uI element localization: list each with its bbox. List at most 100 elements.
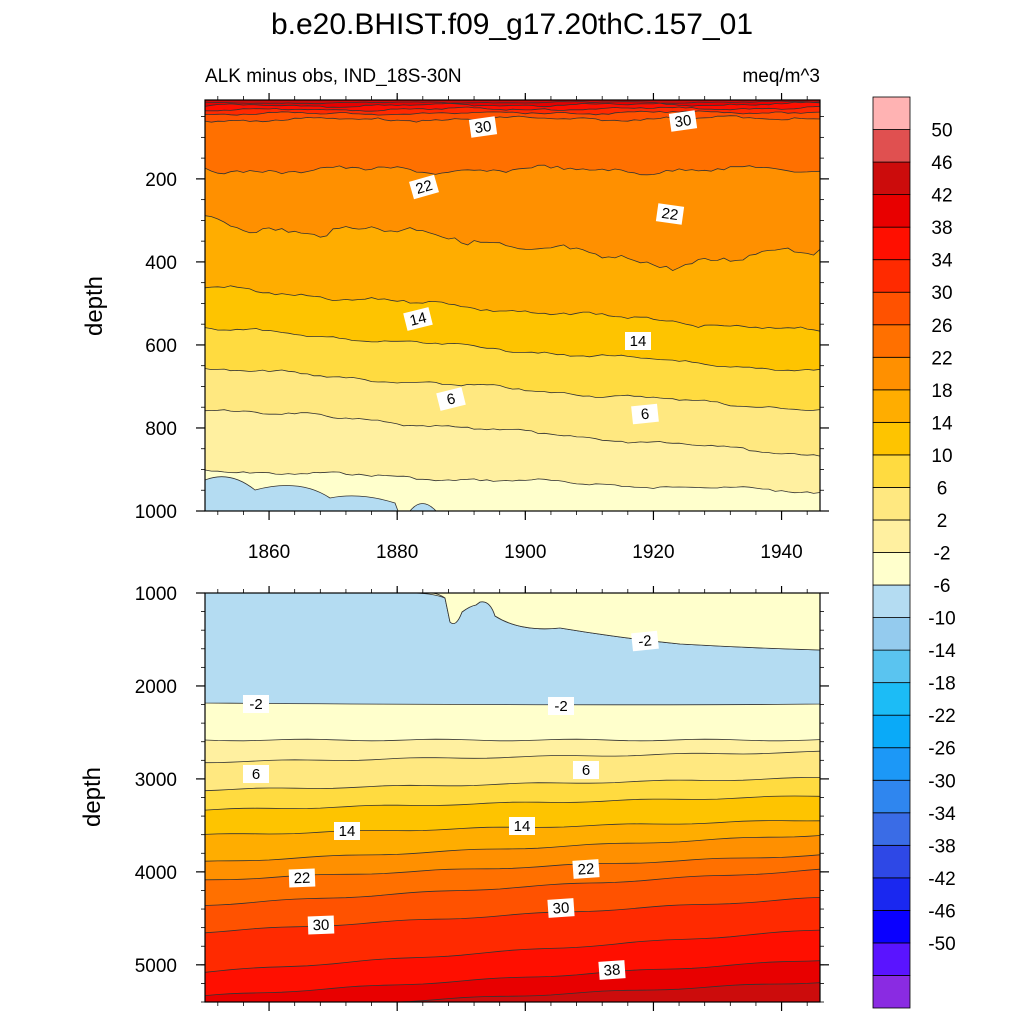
colorbar-swatch [872,844,911,879]
svg-text:30: 30 [312,917,329,935]
colorbar-swatch [872,226,911,261]
svg-text:22: 22 [414,177,435,198]
x-tick-label: 1920 [632,542,674,563]
contour-label: 14 [334,822,360,840]
contour-label: 30 [468,116,498,138]
contour-label: 22 [288,868,316,888]
colorbar-label: -18 [928,674,955,695]
colorbar-swatch [872,194,911,228]
contour-label: -2 [548,697,574,715]
colorbar-swatch [872,812,911,846]
contour-line [205,777,820,792]
colorbar-swatch [872,617,911,651]
colorbar-swatch [872,649,911,684]
colorbar-label: -6 [934,576,951,597]
svg-text:14: 14 [630,333,647,350]
contour-line [205,750,820,764]
colorbar-swatch [872,259,911,293]
contour-band [429,593,820,651]
svg-text:30: 30 [552,899,570,917]
svg-text:6: 6 [252,766,260,783]
svg-text:6: 6 [445,390,457,409]
contour-band [205,476,399,511]
colorbar-label: -38 [928,836,955,857]
panel1-frame [204,99,821,512]
y-tick-label: 200 [145,170,177,191]
contour-line [205,215,820,272]
colorbar-label: 2 [937,511,948,532]
svg-text:14: 14 [514,818,531,835]
contour-line [205,469,820,494]
contour-label: 6 [436,387,466,411]
contour-line [205,105,820,112]
colorbar-label: -30 [928,771,955,792]
contour-line [205,285,820,332]
panel1-ylabel: depth [81,276,108,336]
contour-label: 14 [625,332,651,350]
x-tick-label: 1860 [248,542,290,563]
colorbar-swatch [872,389,911,423]
colorbar-label: 50 [931,121,952,142]
contour-label: 22 [572,859,600,879]
contour-line [205,164,820,176]
colorbar-label: 14 [931,413,953,434]
svg-text:14: 14 [339,823,356,840]
svg-text:30: 30 [474,118,493,137]
colorbar-label: 30 [931,283,952,304]
colorbar: 50 46 42 38 34 30 26 22 18 14 10 6 2 -2 -6 -10 -14 -18 -22… [872,96,956,1009]
x-tick-label: 1900 [504,542,546,563]
colorbar-label: -34 [928,804,956,825]
y-tick-label: 1000 [135,584,177,605]
svg-text:-2: -2 [638,632,653,650]
contour-line [371,982,820,1002]
colorbar-label: -2 [934,544,951,565]
y-tick-label: 5000 [135,956,177,977]
y-tick-label: 2000 [135,677,177,698]
colorbar-swatch [872,454,911,488]
colorbar-label: -50 [928,934,955,955]
colorbar-swatch [872,552,911,586]
panel-lower: 1000 2000 3000 4000 5000 -2 -2 -2 6 6 14 14 22 22 30 30… [135,584,829,1011]
colorbar-swatch [872,129,911,163]
chart-title: b.e20.BHIST.f09_g17.20thC.157_01 [271,8,753,41]
colorbar-label: 26 [931,316,952,337]
colorbar-swatch [872,421,911,456]
colorbar-swatch [872,324,911,358]
contour-line [205,110,820,116]
contour-line [205,868,820,906]
svg-text:6: 6 [582,762,590,779]
panel1-left-label: ALK minus obs, IND_18S-30N [205,66,462,87]
contour-label: 6 [243,765,269,783]
colorbar-label: 42 [931,186,952,207]
y-tick-label: 4000 [135,863,177,884]
contour-line [205,738,820,742]
x-tick-label: 1880 [376,542,418,563]
colorbar-swatch [872,975,911,1009]
contour-line [205,960,820,996]
contour-line [205,101,820,108]
colorbar-swatch [872,584,911,618]
contour-label: 30 [547,898,575,918]
contour-band [397,982,820,1002]
contour-label: 6 [573,761,599,779]
colorbar-label: 10 [931,446,952,467]
contour-label: -2 [631,630,659,652]
colorbar-swatch [872,909,911,944]
y-tick-label: 400 [145,253,177,274]
colorbar-swatch [872,291,911,326]
colorbar-label: -10 [928,609,955,630]
colorbar-swatch [872,942,911,976]
x-tick-label: 1940 [760,542,802,563]
colorbar-label: -42 [928,869,955,890]
contour-line [205,897,820,934]
contour-line [205,409,820,457]
contour-label: 38 [598,960,626,980]
svg-text:-2: -2 [554,698,567,715]
colorbar-swatch [872,519,911,553]
contour-line [205,100,820,105]
panel1-right-label: meq/m^3 [742,66,820,87]
y-tick-label: 600 [145,336,177,357]
contour-label: 30 [668,110,698,132]
svg-text:14: 14 [408,309,428,330]
svg-text:22: 22 [293,870,310,888]
